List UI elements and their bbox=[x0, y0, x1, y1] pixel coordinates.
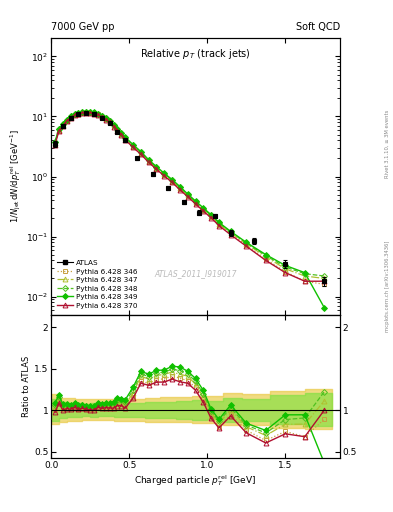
Text: 7000 GeV pp: 7000 GeV pp bbox=[51, 22, 115, 32]
Y-axis label: Ratio to ATLAS: Ratio to ATLAS bbox=[22, 356, 31, 417]
Legend: ATLAS, Pythia 6.428 346, Pythia 6.428 347, Pythia 6.428 348, Pythia 6.428 349, P: ATLAS, Pythia 6.428 346, Pythia 6.428 34… bbox=[55, 258, 139, 311]
Text: mcplots.cern.ch [arXiv:1306.3436]: mcplots.cern.ch [arXiv:1306.3436] bbox=[385, 241, 390, 332]
Text: Soft QCD: Soft QCD bbox=[296, 22, 340, 32]
Text: Rivet 3.1.10, ≥ 3M events: Rivet 3.1.10, ≥ 3M events bbox=[385, 109, 390, 178]
X-axis label: Charged particle $p_T^{\rm rel}$ [GeV]: Charged particle $p_T^{\rm rel}$ [GeV] bbox=[134, 473, 257, 488]
Text: Relative $p_T$ (track jets): Relative $p_T$ (track jets) bbox=[140, 47, 251, 61]
Y-axis label: $1/N_{\rm jet}\,{\rm d}N/{\rm d}p_T^{\rm rel}$ [GeV$^{-1}$]: $1/N_{\rm jet}\,{\rm d}N/{\rm d}p_T^{\rm… bbox=[9, 130, 23, 223]
Text: ATLAS_2011_I919017: ATLAS_2011_I919017 bbox=[154, 269, 237, 278]
